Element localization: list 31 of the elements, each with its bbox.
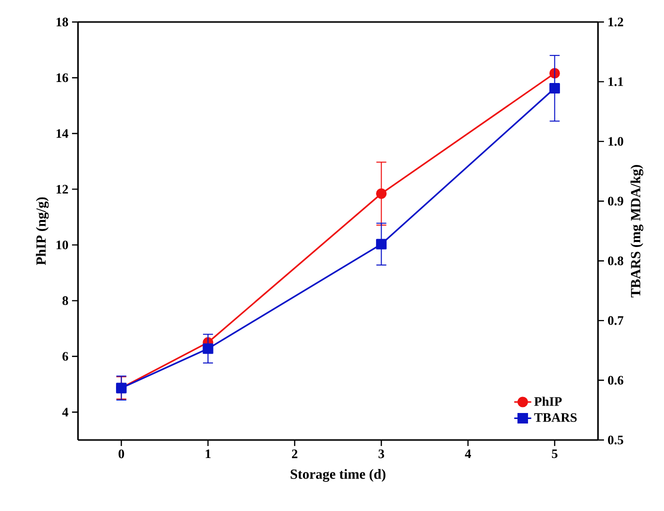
- y-tick-label: 12: [56, 184, 68, 194]
- y2-tick-label: 1.2: [608, 18, 624, 26]
- y2-axis-title: TBARS (mg MDA/kg): [630, 164, 644, 298]
- y2-tick-label: 0.6: [608, 376, 624, 385]
- x-tick-label: 5: [552, 449, 558, 458]
- point: [376, 188, 387, 199]
- y2-tick-label: 0.9: [608, 196, 624, 206]
- x-axis-title: Storage time (d): [290, 469, 386, 482]
- legend-label: TBARS: [534, 413, 577, 422]
- point: [549, 82, 560, 94]
- y2-tick-label: 0.5: [608, 436, 624, 444]
- x-tick-label: 3: [378, 449, 384, 458]
- y2-tick-label: 0.8: [608, 256, 624, 266]
- y-tick-label: 4: [62, 408, 68, 416]
- y2-tick-label: 0.7: [608, 316, 624, 325]
- y-tick-label: 10: [56, 240, 68, 250]
- y-tick-label: 18: [56, 18, 68, 26]
- y2-tick-label: 1.0: [608, 137, 624, 146]
- x-tick-label: 0: [118, 450, 124, 458]
- y-axis-title: PhIP (ng/g): [36, 197, 49, 266]
- y-tick-label: 14: [56, 129, 68, 138]
- x-tick-label: 1: [206, 450, 211, 458]
- y-tick-label: 16: [56, 73, 68, 82]
- point: [376, 238, 387, 250]
- y2-tick-label: 1.1: [608, 77, 624, 86]
- x-tick-label: 4: [464, 449, 471, 458]
- y-tick-label: 6: [62, 352, 68, 361]
- point: [202, 343, 214, 354]
- x-tick-label: 2: [292, 449, 298, 458]
- y-tick-label: 8: [62, 296, 68, 306]
- legend-label: PhIP: [534, 396, 562, 406]
